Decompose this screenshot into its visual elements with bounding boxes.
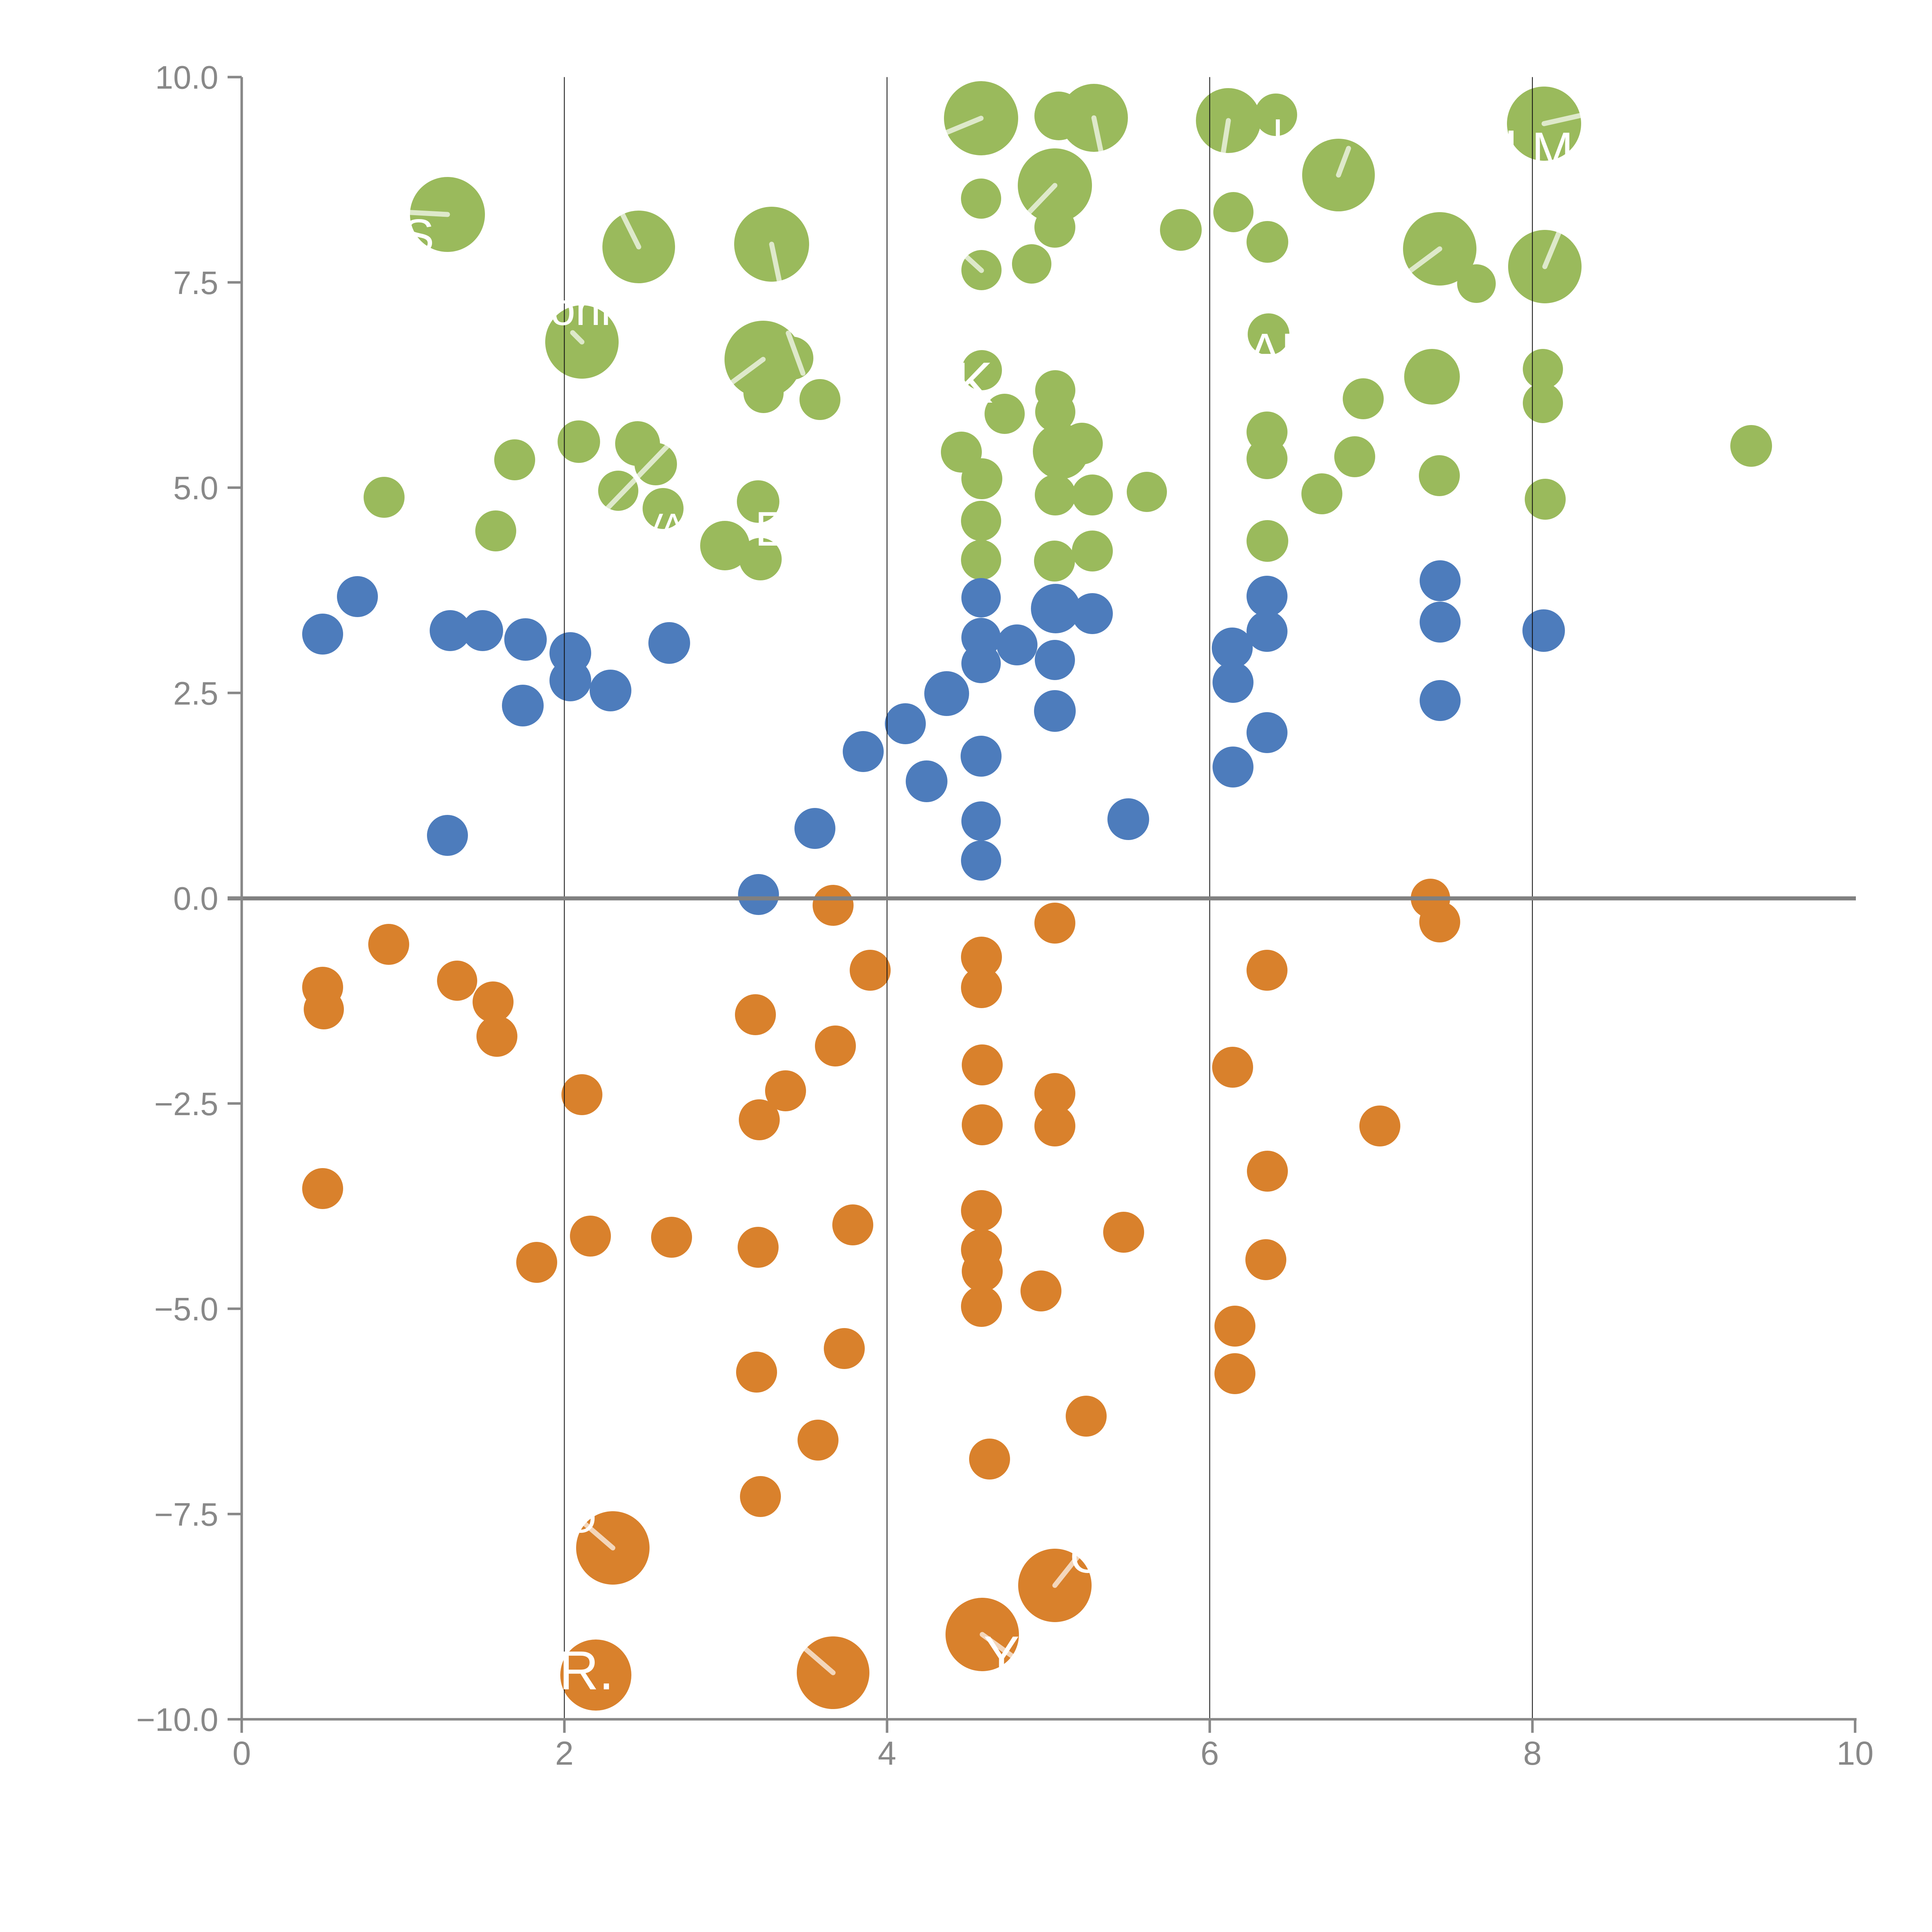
svg-text:5.0: 5.0 (173, 470, 218, 506)
svg-text:I: I (1272, 111, 1284, 158)
svg-text:VA: VA (639, 506, 685, 547)
svg-text:6: 6 (1201, 1735, 1219, 1772)
svg-text:0: 0 (233, 1735, 251, 1772)
svg-text:K: K (954, 350, 993, 415)
svg-text:7.5: 7.5 (173, 265, 218, 301)
svg-text:AI: AI (1248, 324, 1294, 378)
svg-text:2.5: 2.5 (173, 675, 218, 711)
svg-text:O: O (564, 1495, 597, 1541)
svg-text:Y: Y (983, 1625, 1019, 1685)
svg-text:S: S (403, 209, 434, 262)
svg-text:E: E (755, 502, 787, 556)
svg-text:0.0: 0.0 (173, 881, 218, 917)
svg-text:−2.5: −2.5 (154, 1086, 218, 1122)
svg-text:10.0: 10.0 (155, 60, 219, 96)
svg-text:R.: R. (559, 1640, 614, 1701)
svg-text:4: 4 (878, 1735, 896, 1772)
svg-text:10: 10 (1837, 1735, 1874, 1772)
svg-text:2: 2 (555, 1735, 574, 1772)
svg-text:−10.0: −10.0 (136, 1702, 218, 1738)
svg-text:−5.0: −5.0 (154, 1291, 218, 1327)
svg-text:8: 8 (1523, 1735, 1542, 1772)
svg-text:−7.5: −7.5 (154, 1496, 218, 1532)
svg-text:onn: onn (550, 284, 626, 335)
svg-text:M: M (1532, 122, 1573, 178)
svg-text:O: O (1070, 1532, 1105, 1583)
